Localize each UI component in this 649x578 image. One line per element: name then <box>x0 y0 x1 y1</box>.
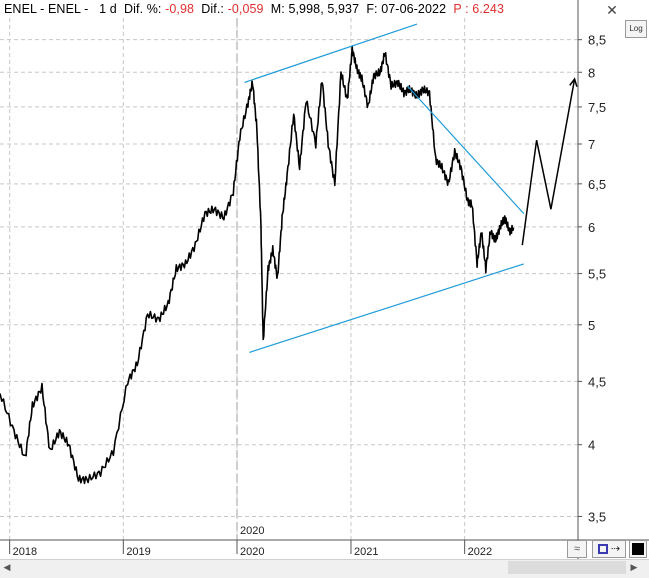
log-scale-button[interactable]: Log <box>625 20 647 38</box>
x-tick-label: 2019 <box>126 546 150 558</box>
scroll-right-icon[interactable]: ▶ <box>630 562 638 572</box>
y-tick-label: 8 <box>588 65 595 80</box>
y-tick-label: 5,5 <box>588 267 606 282</box>
dif-pct-label: Dif. %: <box>124 2 162 16</box>
y-tick-label: 6,5 <box>588 177 606 192</box>
save-icon <box>597 544 608 555</box>
wave-icon: ≈ <box>573 543 581 555</box>
color-swatch-icon <box>632 543 644 555</box>
m-label: M: <box>270 2 285 16</box>
x-tick-label: 2018 <box>13 546 37 558</box>
x-tick-label: 2022 <box>468 546 492 558</box>
projection-line <box>521 78 576 246</box>
close-icon[interactable]: ✕ <box>606 2 618 18</box>
date-value: 07-06-2022 <box>381 2 447 16</box>
upper-channel-trendline <box>244 23 418 83</box>
resistance-trendline <box>406 85 525 215</box>
year-separator-label: 2020 <box>240 525 264 537</box>
scroll-left-icon[interactable]: ◀ <box>3 562 11 572</box>
price-chart[interactable]: 3,5 4 4,5 5 5,5 6 6,5 7 7,5 8 8,5 2018 2019 2020 2021 2… <box>0 0 649 559</box>
wave-tool-button[interactable]: ≈ <box>567 540 587 558</box>
m2-value: 5,937 <box>327 2 360 16</box>
color-swatch-button[interactable] <box>629 540 647 558</box>
chart-header: ENEL - ENEL - 1 d Dif. %: -0,98 Dif.: -0… <box>4 2 505 16</box>
p-label: P : <box>453 2 469 16</box>
dif-value: -0,059 <box>227 2 264 16</box>
y-tick-label: 5 <box>588 318 595 333</box>
projection-arrowhead <box>569 77 578 87</box>
period-label: 1 d <box>99 2 117 16</box>
dif-pct-value: -0,98 <box>165 2 195 16</box>
horizontal-scrollbar[interactable] <box>0 559 649 578</box>
dif-label: Dif.: <box>201 2 224 16</box>
y-tick-label: 7,5 <box>588 100 606 115</box>
y-tick-label: 3,5 <box>588 509 606 524</box>
arrow-icon: ⇢ <box>610 543 621 555</box>
f-label: F: <box>366 2 378 16</box>
m-value: 5,998 <box>288 2 321 16</box>
symbol-label: ENEL - ENEL - <box>4 2 89 16</box>
x-tick-label: 2021 <box>354 546 378 558</box>
price-line <box>0 45 515 485</box>
y-tick-label: 8,5 <box>588 33 606 48</box>
y-tick-label: 7 <box>588 137 595 152</box>
p-value: 6.243 <box>472 2 505 16</box>
lower-channel-trendline <box>249 263 524 353</box>
x-tick-label: 2020 <box>240 546 264 558</box>
y-tick-label: 4 <box>588 438 595 453</box>
scrollbar-thumb[interactable] <box>508 561 626 574</box>
save-button[interactable]: ⇢ <box>592 540 626 558</box>
y-tick-label: 4,5 <box>588 374 606 389</box>
y-tick-label: 6 <box>588 220 595 235</box>
